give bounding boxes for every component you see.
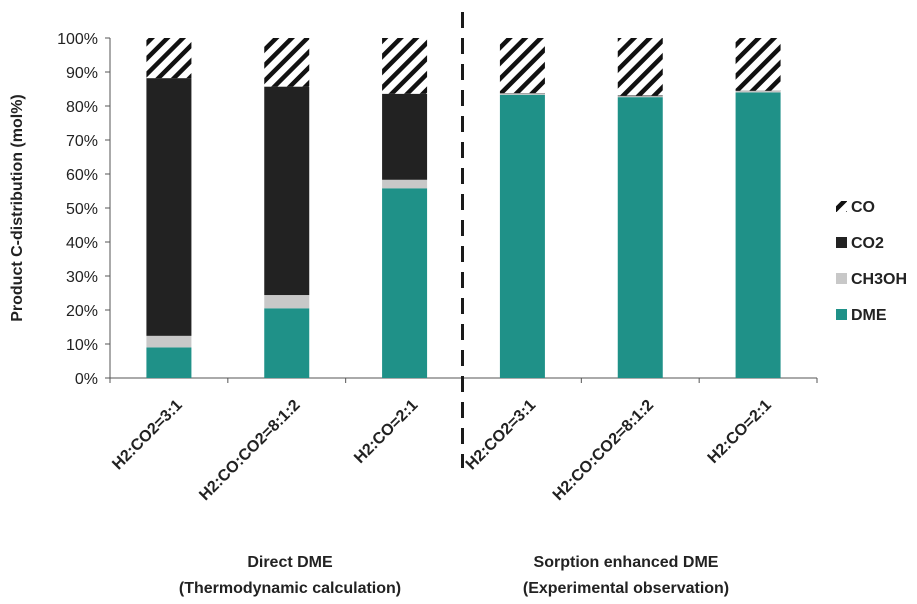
bar-segment-ch3oh xyxy=(617,96,663,98)
y-tick-label: 30% xyxy=(66,269,98,286)
legend-label-co: CO xyxy=(851,199,875,216)
bar-segment-dme xyxy=(617,97,663,378)
legend-label-dme: DME xyxy=(851,307,887,324)
bar-segment-co2 xyxy=(264,86,310,296)
bar-segment-co2 xyxy=(382,93,428,180)
legend-swatch-co2 xyxy=(836,237,847,248)
bar-segment-ch3oh xyxy=(735,91,781,93)
bar-segment-co xyxy=(382,38,428,94)
x-category-label: H2:CO=2:1 xyxy=(705,397,775,467)
y-tick-label: 40% xyxy=(66,235,98,252)
y-tick-label: 70% xyxy=(66,133,98,150)
legend-swatch-dme xyxy=(836,309,847,320)
group-label-direct: Direct DME (Thermodynamic calculation) xyxy=(140,550,440,602)
bar-segment-co2 xyxy=(146,78,192,336)
legend-swatch-ch3oh xyxy=(836,273,847,284)
legend-swatch-co xyxy=(836,201,847,212)
x-category-label: H2:CO:CO2=8:1:2 xyxy=(550,397,657,504)
y-tick-label: 100% xyxy=(57,31,98,48)
bar-segment-ch3oh xyxy=(146,335,192,348)
bar-segment-dme xyxy=(382,188,428,378)
legend-label-ch3oh: CH3OH xyxy=(851,271,907,288)
group-label-direct-line2: (Thermodynamic calculation) xyxy=(178,580,402,597)
x-category-label: H2:CO:CO2=8:1:2 xyxy=(196,397,303,504)
bar-segment-co2 xyxy=(617,95,663,97)
bar-segment-co xyxy=(499,38,545,94)
bar-segment-ch3oh xyxy=(382,179,428,189)
group-label-sorption: Sorption enhanced DME (Experimental obse… xyxy=(476,550,776,602)
bar-segment-ch3oh xyxy=(499,93,545,95)
bar-segment-ch3oh xyxy=(264,295,310,309)
x-category-label: H2:CO2=3:1 xyxy=(109,397,186,474)
x-category-label: H2:CO=2:1 xyxy=(351,397,421,467)
group-label-sorption-line1: Sorption enhanced DME xyxy=(533,554,719,571)
legend-label-co2: CO2 xyxy=(851,235,884,252)
group-label-sorption-line2: (Experimental observation) xyxy=(522,580,730,597)
bar-segment-dme xyxy=(264,308,310,378)
bar-segment-dme xyxy=(499,94,545,378)
y-tick-label: 80% xyxy=(66,99,98,116)
y-tick-label: 10% xyxy=(66,337,98,354)
group-label-direct-line1: Direct DME xyxy=(247,554,333,571)
bar-segment-co xyxy=(617,38,663,96)
bar-segment-co xyxy=(146,38,192,79)
bar-segment-dme xyxy=(735,92,781,379)
y-tick-label: 60% xyxy=(66,167,98,184)
y-axis-label: Product C-distribution (mol%) xyxy=(9,94,26,322)
bar-segment-co xyxy=(735,38,781,91)
y-tick-label: 20% xyxy=(66,303,98,320)
bar-segment-dme xyxy=(146,347,192,378)
y-tick-label: 0% xyxy=(75,371,98,388)
x-category-label: H2:CO2=3:1 xyxy=(463,397,540,474)
bar-segment-co xyxy=(264,38,310,87)
y-tick-label: 50% xyxy=(66,201,98,218)
y-tick-label: 90% xyxy=(66,65,98,82)
